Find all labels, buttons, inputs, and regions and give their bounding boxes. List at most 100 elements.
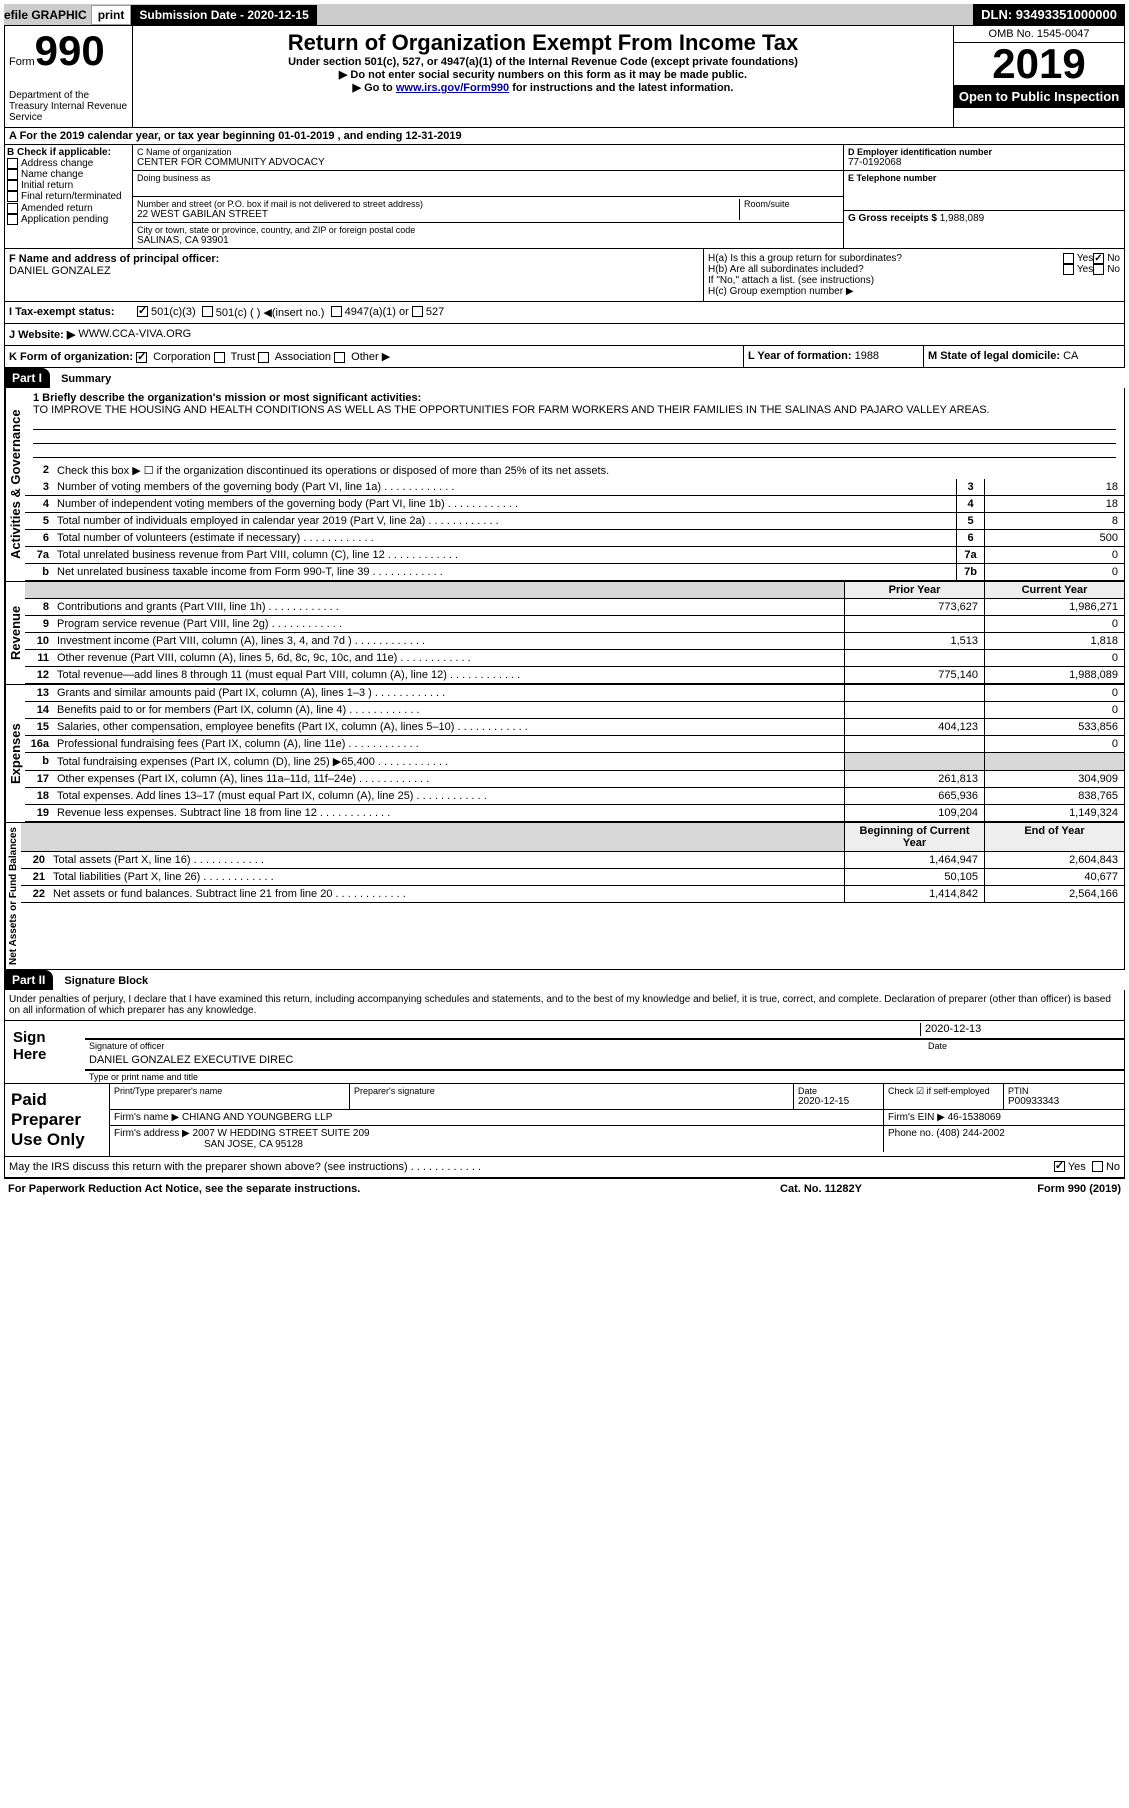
gov-label: Activities & Governance: [5, 388, 25, 581]
ha-yes[interactable]: [1063, 253, 1074, 264]
sub3-pre: ▶ Go to: [353, 82, 396, 94]
website-label: J Website: ▶: [9, 328, 75, 341]
box-g: G Gross receipts $ 1,988,089: [844, 211, 1124, 226]
mission-text: TO IMPROVE THE HOUSING AND HEALTH CONDIT…: [33, 404, 1116, 416]
footer-center: Cat. No. 11282Y: [721, 1183, 921, 1195]
header-sub3: ▶ Go to www.irs.gov/Form990 for instruct…: [137, 81, 949, 94]
dept-label: Department of the Treasury Internal Reve…: [9, 90, 128, 123]
discuss-no[interactable]: [1092, 1161, 1103, 1172]
sig-officer-label: Signature of officer: [85, 1039, 924, 1052]
summary-revenue: Revenue Prior YearCurrent Year 8Contribu…: [4, 582, 1125, 685]
dln-label: DLN: 93493351000000: [973, 4, 1125, 25]
hb-yes[interactable]: [1063, 264, 1074, 275]
signature-declaration: Under penalties of perjury, I declare th…: [4, 990, 1125, 1021]
room-label: Room/suite: [744, 199, 839, 209]
check-pending[interactable]: Application pending: [7, 214, 130, 225]
ha-no[interactable]: [1093, 253, 1104, 264]
box-f: F Name and address of principal officer:…: [5, 249, 704, 301]
prior-year-hdr: Prior Year: [844, 582, 984, 598]
box-klm: K Form of organization: Corporation Trus…: [4, 346, 1125, 368]
city-val: SALINAS, CA 93901: [137, 235, 839, 246]
tax-year: 2019: [954, 43, 1124, 85]
sign-here-block: Sign Here 2020-12-13 Signature of office…: [4, 1021, 1125, 1084]
box-l: L Year of formation: 1988: [744, 346, 924, 367]
print-button[interactable]: print: [91, 5, 132, 25]
header-center: Return of Organization Exempt From Incom…: [133, 26, 954, 127]
line-1-label: 1 Briefly describe the organization's mi…: [33, 392, 1116, 404]
form-org-label: K Form of organization:: [9, 351, 133, 363]
open-public: Open to Public Inspection: [954, 85, 1124, 108]
sig-date: 2020-12-13: [920, 1023, 1120, 1036]
box-c: C Name of organization CENTER FOR COMMUN…: [133, 145, 844, 248]
hb-no[interactable]: [1093, 264, 1104, 275]
officer-name: DANIEL GONZALEZ: [9, 265, 699, 277]
ein-label: D Employer identification number: [848, 147, 1120, 157]
box-deg: D Employer identification number 77-0192…: [844, 145, 1124, 248]
ein-val: 77-0192068: [848, 157, 1120, 168]
date-label: Date: [924, 1039, 1124, 1052]
exp-label: Expenses: [5, 685, 25, 822]
check-527[interactable]: [412, 306, 423, 317]
part-1-title: Summary: [53, 373, 111, 385]
hb-label: H(b) Are all subordinates included?: [708, 264, 1063, 275]
header-right: OMB No. 1545-0047 2019 Open to Public In…: [954, 26, 1124, 127]
check-501c3[interactable]: [137, 306, 148, 317]
part-1-header: Part I Summary: [4, 368, 1125, 388]
city-cell: City or town, state or province, country…: [133, 223, 843, 248]
box-e: E Telephone number: [844, 171, 1124, 211]
top-bar: efile GRAPHIC print Submission Date - 20…: [4, 4, 1125, 25]
form-number: 990: [35, 27, 105, 74]
addr-cell: Number and street (or P.O. box if mail i…: [133, 197, 843, 223]
check-amended[interactable]: Amended return: [7, 203, 130, 214]
form-990-document: efile GRAPHIC print Submission Date - 20…: [0, 0, 1129, 1203]
check-assoc[interactable]: [258, 352, 269, 363]
check-trust[interactable]: [214, 352, 225, 363]
box-k: K Form of organization: Corporation Trus…: [5, 346, 744, 367]
header: Form990 Department of the Treasury Inter…: [4, 25, 1125, 128]
check-final[interactable]: Final return/terminated: [7, 191, 130, 202]
summary-netassets: Net Assets or Fund Balances Beginning of…: [4, 823, 1125, 970]
box-m: M State of legal domicile: CA: [924, 346, 1124, 367]
dba-label: Doing business as: [137, 173, 839, 183]
box-b-label: B Check if applicable:: [7, 147, 130, 158]
city-label: City or town, state or province, country…: [137, 225, 839, 235]
box-d: D Employer identification number 77-0192…: [844, 145, 1124, 171]
line-a: A For the 2019 calendar year, or tax yea…: [4, 128, 1125, 145]
box-j: J Website: ▶ WWW.CCA-VIVA.ORG: [4, 324, 1125, 346]
check-corp[interactable]: [136, 352, 147, 363]
rev-label: Revenue: [5, 582, 25, 684]
sig-officer-field[interactable]: [89, 1023, 920, 1036]
efile-label: efile GRAPHIC: [4, 8, 87, 22]
discuss-yes[interactable]: [1054, 1161, 1065, 1172]
net-label: Net Assets or Fund Balances: [5, 823, 21, 969]
header-sub2: ▶ Do not enter social security numbers o…: [137, 68, 949, 81]
gross-label: G Gross receipts $: [848, 213, 937, 224]
type-label: Type or print name and title: [85, 1070, 1124, 1083]
hb-note: If "No," attach a list. (see instruction…: [708, 275, 1120, 286]
check-501c[interactable]: [202, 306, 213, 317]
check-addr[interactable]: Address change: [7, 158, 130, 169]
org-name-label: C Name of organization: [137, 147, 839, 157]
page-footer: For Paperwork Reduction Act Notice, see …: [4, 1178, 1125, 1199]
section-fh: F Name and address of principal officer:…: [4, 249, 1125, 302]
box-i: I Tax-exempt status: 501(c)(3) 501(c) ( …: [4, 302, 1125, 324]
footer-right: Form 990 (2019): [921, 1183, 1121, 1195]
hc-label: H(c) Group exemption number ▶: [708, 286, 1120, 297]
discuss-text: May the IRS discuss this return with the…: [9, 1161, 1054, 1173]
end-year-hdr: End of Year: [984, 823, 1124, 851]
form-label: Form: [9, 56, 35, 68]
check-other[interactable]: [334, 352, 345, 363]
officer-name-field: DANIEL GONZALEZ EXECUTIVE DIREC: [85, 1052, 1124, 1070]
check-name[interactable]: Name change: [7, 169, 130, 180]
check-initial[interactable]: Initial return: [7, 180, 130, 191]
tax-status-label: I Tax-exempt status:: [9, 306, 137, 319]
footer-left: For Paperwork Reduction Act Notice, see …: [8, 1183, 721, 1195]
officer-label: F Name and address of principal officer:: [9, 253, 699, 265]
form-number-box: Form990 Department of the Treasury Inter…: [5, 26, 133, 127]
website-val: WWW.CCA-VIVA.ORG: [78, 328, 191, 341]
org-name-cell: C Name of organization CENTER FOR COMMUN…: [133, 145, 843, 171]
check-4947[interactable]: [331, 306, 342, 317]
part-1-label: Part I: [4, 368, 50, 388]
part-2-title: Signature Block: [56, 975, 148, 987]
form990-link[interactable]: www.irs.gov/Form990: [396, 82, 509, 94]
